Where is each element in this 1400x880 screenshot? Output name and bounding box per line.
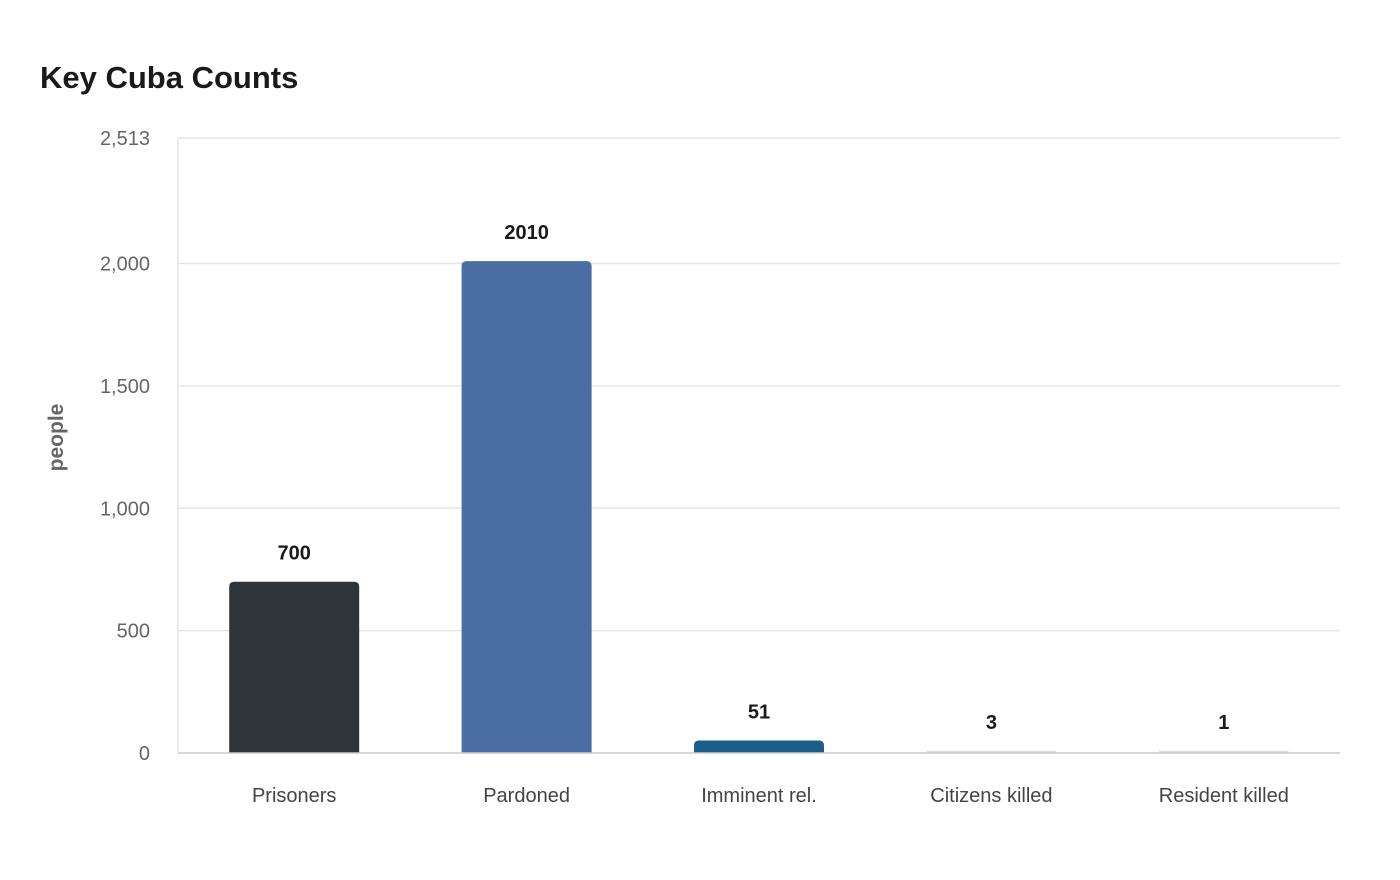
data-label: 1 — [1218, 712, 1229, 734]
data-label: 3 — [986, 712, 997, 734]
data-label: 700 — [278, 543, 311, 565]
bar-prisoners — [229, 581, 360, 753]
x-tick-label: Resident killed — [1159, 785, 1289, 807]
x-tick-label: Citizens killed — [930, 785, 1052, 807]
bar-imminent-rel — [694, 740, 824, 753]
y-tick-label: 2,000 — [100, 254, 150, 276]
x-tick-label: Pardoned — [483, 785, 570, 807]
bar-pardoned — [461, 261, 592, 753]
x-axis-categories: Prisoners Pardoned Imminent rel. Citizens k… — [252, 785, 1289, 807]
gridlines — [178, 137, 1340, 632]
y-axis-title: people — [45, 404, 68, 472]
y-tick-label: 1,500 — [100, 376, 150, 398]
y-tick-label: 1,000 — [100, 498, 150, 520]
data-label: 2010 — [504, 222, 549, 244]
chart-title: Key Cuba Counts — [40, 60, 299, 95]
bars — [229, 261, 1289, 753]
data-label: 51 — [748, 702, 770, 724]
value-labels: 700 2010 51 3 1 — [278, 222, 1230, 734]
y-axis-ticks: 0 500 1,000 1,500 2,000 2,513 — [100, 128, 150, 765]
y-tick-label: 500 — [117, 621, 150, 643]
x-tick-label: Prisoners — [252, 785, 336, 807]
y-tick-label: 2,513 — [100, 128, 150, 150]
y-tick-label: 0 — [139, 743, 150, 765]
x-tick-label: Imminent rel. — [701, 785, 817, 807]
